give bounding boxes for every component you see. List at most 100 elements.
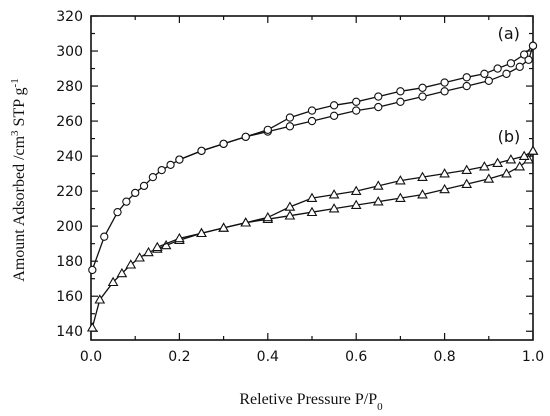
y-tick-label: 220 xyxy=(56,184,83,200)
x-tick-label: 0.6 xyxy=(345,349,367,365)
data-point-circle xyxy=(462,81,471,91)
data-point-triangle xyxy=(151,241,163,252)
data-point-circle xyxy=(197,146,206,156)
data-point-circle xyxy=(374,102,383,112)
data-point-triangle xyxy=(518,150,530,160)
data-point-circle xyxy=(241,132,250,141)
data-point-triangle xyxy=(196,227,207,238)
data-point-circle xyxy=(396,97,405,106)
data-point-circle xyxy=(528,41,538,50)
plot-frame xyxy=(90,15,534,341)
data-point-triangle xyxy=(372,196,384,206)
data-point-triangle xyxy=(86,322,98,332)
data-point-triangle xyxy=(328,203,340,213)
data-point-circle xyxy=(285,122,295,131)
x-tick-label: 0.8 xyxy=(433,349,455,365)
data-point-circle xyxy=(166,160,175,170)
data-point-triangle xyxy=(479,161,490,171)
data-point-triangle xyxy=(527,145,539,155)
data-point-circle xyxy=(520,50,529,59)
data-point-triangle xyxy=(417,171,428,181)
data-point-triangle xyxy=(218,222,229,232)
data-point-circle xyxy=(440,78,449,87)
y-tick-label: 200 xyxy=(56,219,83,235)
annotation-b: (b) xyxy=(498,127,521,146)
series-group xyxy=(86,41,539,332)
annotation-a: (a) xyxy=(498,24,520,43)
data-point-triangle xyxy=(306,206,318,217)
x-tick-label: 0.0 xyxy=(80,349,102,365)
data-point-triangle xyxy=(505,154,517,164)
y-axis-title-mid: STP g xyxy=(11,87,28,130)
data-point-circle xyxy=(329,101,339,110)
data-point-triangle xyxy=(492,157,503,167)
y-tick-label: 280 xyxy=(56,79,83,95)
axes xyxy=(90,15,534,341)
data-point-triangle xyxy=(116,267,128,278)
data-point-circle xyxy=(100,232,109,241)
data-point-circle xyxy=(352,97,361,106)
y-axis-title-main: Amount Adsorbed /cm xyxy=(11,135,28,281)
data-point-triangle xyxy=(395,192,406,202)
data-point-circle xyxy=(139,181,149,191)
y-tick-label: 260 xyxy=(56,114,83,130)
data-point-circle xyxy=(285,113,295,122)
y-tick-label: 180 xyxy=(56,254,83,270)
data-point-circle xyxy=(131,188,140,198)
data-point-triangle xyxy=(350,185,362,195)
data-point-circle xyxy=(502,69,511,78)
x-axis-title-main: Reletive Pressure P/P xyxy=(239,391,377,408)
data-point-triangle xyxy=(174,232,185,243)
x-tick-label: 1.0 xyxy=(522,349,544,365)
data-point-triangle xyxy=(439,183,450,194)
data-point-triangle xyxy=(372,180,384,190)
data-point-triangle xyxy=(143,246,154,257)
data-point-circle xyxy=(219,139,228,148)
data-point-circle xyxy=(148,172,158,182)
y-axis-title-sup3: 3 xyxy=(9,130,21,136)
data-point-circle xyxy=(396,87,405,96)
data-point-triangle xyxy=(350,199,362,209)
data-point-circle xyxy=(122,197,131,206)
data-point-circle xyxy=(493,64,502,73)
data-point-triangle xyxy=(240,217,252,227)
data-point-circle xyxy=(329,111,339,120)
data-point-triangle xyxy=(262,211,274,222)
data-point-circle xyxy=(374,92,383,101)
labels: 0.0 0.2 0.4 0.6 0.8 1.0 140 160 180 200 220 240 260 2… xyxy=(56,9,544,365)
data-point-circle xyxy=(515,62,524,71)
series-line-circle-adsorption xyxy=(91,45,534,271)
y-tick-label: 140 xyxy=(56,324,83,340)
data-point-circle xyxy=(263,125,272,134)
data-point-triangle xyxy=(94,294,106,304)
data-point-circle xyxy=(506,59,516,68)
x-axis-title: Reletive Pressure P/P0 xyxy=(239,391,383,413)
x-tick-label: 0.2 xyxy=(168,349,190,365)
data-point-circle xyxy=(524,55,533,64)
data-point-triangle xyxy=(514,161,526,171)
data-point-triangle xyxy=(395,175,406,185)
data-point-triangle xyxy=(417,189,428,199)
data-point-circle xyxy=(480,69,489,78)
data-point-circle xyxy=(307,106,317,115)
data-point-triangle xyxy=(328,189,340,199)
data-point-triangle xyxy=(306,192,318,202)
y-tick-label: 160 xyxy=(56,289,83,305)
data-point-circle xyxy=(418,83,427,92)
data-point-triangle xyxy=(284,201,296,211)
data-point-circle xyxy=(484,76,493,85)
data-point-circle xyxy=(113,208,122,217)
data-point-circle xyxy=(307,116,317,126)
y-axis-title-sup-neg1: -1 xyxy=(9,78,21,87)
x-tick-label: 0.4 xyxy=(257,349,279,365)
data-point-triangle xyxy=(134,252,145,262)
data-point-circle xyxy=(157,165,166,175)
data-point-circle xyxy=(418,92,427,101)
data-point-circle xyxy=(352,106,361,115)
data-point-circle xyxy=(175,155,184,164)
y-tick-label: 240 xyxy=(56,149,83,165)
data-point-circle xyxy=(462,73,471,82)
data-point-triangle xyxy=(284,210,296,220)
series-line-triangle-adsorption xyxy=(91,150,534,328)
